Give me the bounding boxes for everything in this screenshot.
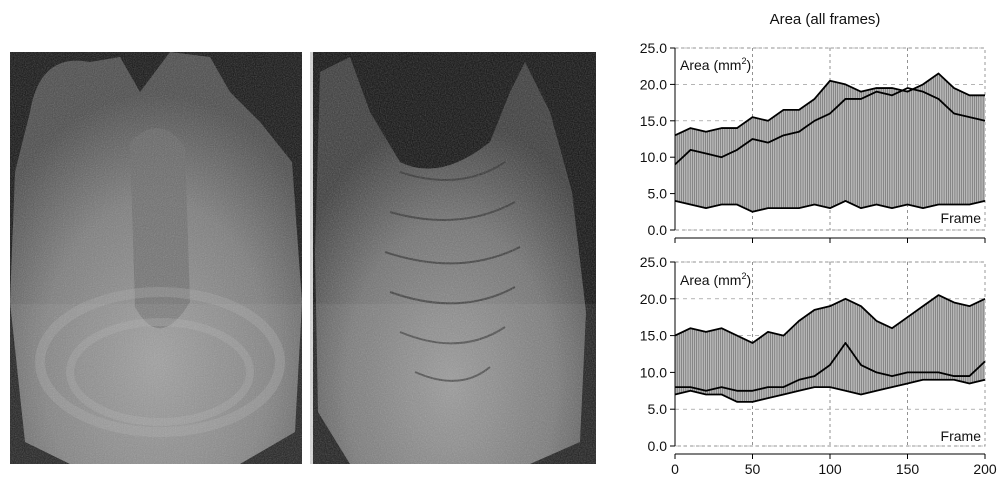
chart-top-band-fill: [675, 73, 985, 212]
chart-bottom-y-tick-label: 0.0: [648, 438, 668, 454]
chart-bottom: 0.0 5.0 10.0 15.0 20.0 25.0 0 50 100 150 200 Area…: [640, 254, 997, 477]
chart-title: Area (all frames): [770, 11, 881, 28]
chart-top-y-axis: 0.0 5.0 10.0 15.0 20.0 25.0: [640, 40, 676, 238]
chart-bottom-series: [674, 294, 986, 403]
chart-top-y-tick-label: 20.0: [640, 76, 667, 92]
chart-bottom-x-tick-label: 0: [671, 461, 679, 477]
chart-bottom-series-1: [675, 342, 986, 392]
chart-top-x-axis: [674, 237, 986, 243]
chart-bottom-x-tick-label: 150: [896, 461, 920, 477]
chart-bottom-y-axis: 0.0 5.0 10.0 15.0 20.0 25.0: [640, 254, 676, 454]
chart-top-y-tick-label: 5.0: [648, 186, 668, 202]
chart-bottom-x-tick-label: 100: [818, 461, 842, 477]
area-charts: Area (all frames) 0.0 5.0 10.0 15.0 20.0 25.0…: [640, 11, 997, 477]
chart-bottom-y-tick-label: 15.0: [640, 328, 667, 344]
chart-bottom-ylabel: Area (mm2): [680, 271, 751, 288]
chart-top-y-tick-label: 10.0: [640, 149, 667, 165]
chart-top-series: [674, 72, 986, 213]
chart-bottom-y-tick-label: 10.0: [640, 364, 667, 380]
chart-bottom-band-fill: [675, 295, 985, 402]
chart-bottom-x-axis: 0 50 100 150 200: [671, 453, 997, 477]
chart-top-y-tick-label: 15.0: [640, 113, 667, 129]
chart-bottom-x-tick-label: 50: [745, 461, 761, 477]
ultrasound-scan-right: [310, 52, 596, 464]
chart-bottom-series-2: [674, 378, 986, 403]
chart-top-series-0: [674, 72, 985, 137]
chart-top-y-tick-label: 0.0: [648, 222, 668, 238]
chart-top-ylabel: Area (mm2): [680, 56, 751, 73]
chart-bottom-xlabel: Frame: [941, 428, 982, 444]
chart-top: 0.0 5.0 10.0 15.0 20.0 25.0 Area (mm2) Frame: [640, 40, 986, 243]
chart-top-series-2: [674, 199, 986, 213]
chart-top-series-1: [674, 87, 986, 166]
chart-bottom-x-tick-label: 200: [973, 461, 997, 477]
ultrasound-scan-left: [10, 52, 302, 464]
chart-top-xlabel: Frame: [941, 210, 982, 226]
chart-bottom-y-tick-label: 25.0: [640, 254, 667, 270]
chart-bottom-series-0: [674, 294, 986, 344]
chart-bottom-y-tick-label: 5.0: [648, 401, 668, 417]
chart-top-y-tick-label: 25.0: [640, 40, 667, 56]
chart-bottom-y-tick-label: 20.0: [640, 291, 667, 307]
chart-bottom-band: [674, 295, 985, 402]
